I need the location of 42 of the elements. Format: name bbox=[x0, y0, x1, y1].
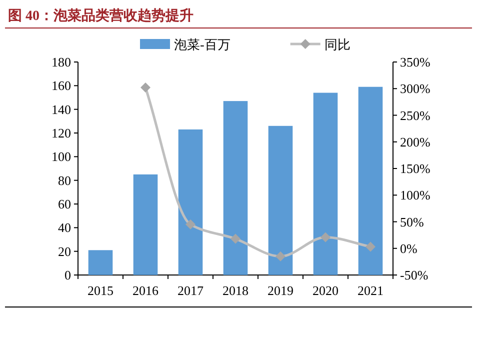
y-tick-label: 180 bbox=[52, 54, 71, 70]
y-tick-label: 160 bbox=[52, 78, 71, 94]
bar bbox=[178, 129, 203, 275]
point bbox=[366, 242, 376, 252]
point bbox=[186, 219, 196, 230]
legend-label: 同比 bbox=[324, 37, 350, 52]
y2-tick-label: 100% bbox=[400, 188, 430, 203]
bar bbox=[133, 174, 158, 275]
point bbox=[230, 234, 240, 244]
y-tick-label: 120 bbox=[52, 126, 71, 140]
point bbox=[276, 251, 286, 262]
bar bbox=[313, 92, 338, 275]
y2-tick-label: 0% bbox=[400, 240, 418, 256]
x-tick-label: 2017 bbox=[178, 283, 204, 298]
y-tick-label: 0 bbox=[64, 268, 71, 282]
bar bbox=[268, 126, 293, 275]
y2-tick-label: 200% bbox=[400, 134, 430, 150]
x-tick-label: 2019 bbox=[268, 283, 294, 298]
y2-tick-label: -50% bbox=[400, 268, 428, 282]
x-tick-label: 2016 bbox=[132, 283, 159, 298]
y-tick-label: 20 bbox=[58, 244, 71, 259]
y2-tick-label: 250% bbox=[400, 108, 430, 123]
y-tick-label: 80 bbox=[58, 172, 71, 188]
y-tick-label: 100 bbox=[52, 149, 71, 164]
y-tick-label: 40 bbox=[58, 220, 71, 236]
y2-tick-label: 300% bbox=[400, 81, 430, 96]
x-tick-label: 2021 bbox=[358, 283, 384, 298]
y2-tick-label: 350% bbox=[400, 54, 430, 70]
legend-label: 泡菜-百万 bbox=[174, 37, 230, 52]
bar bbox=[88, 250, 113, 275]
bar bbox=[223, 101, 248, 275]
x-tick-label: 2018 bbox=[222, 283, 248, 298]
point bbox=[140, 82, 150, 93]
y2-tick-label: 150% bbox=[400, 161, 430, 176]
x-tick-label: 2015 bbox=[88, 283, 114, 298]
x-tick-label: 2020 bbox=[312, 283, 338, 298]
chart-title: 图 40：泡菜品类营收趋势提升 bbox=[8, 7, 194, 24]
y-tick-label: 60 bbox=[58, 196, 71, 212]
y-tick-label: 140 bbox=[52, 102, 71, 117]
y2-tick-label: 50% bbox=[400, 214, 424, 230]
point bbox=[320, 232, 330, 242]
bar bbox=[358, 86, 383, 275]
